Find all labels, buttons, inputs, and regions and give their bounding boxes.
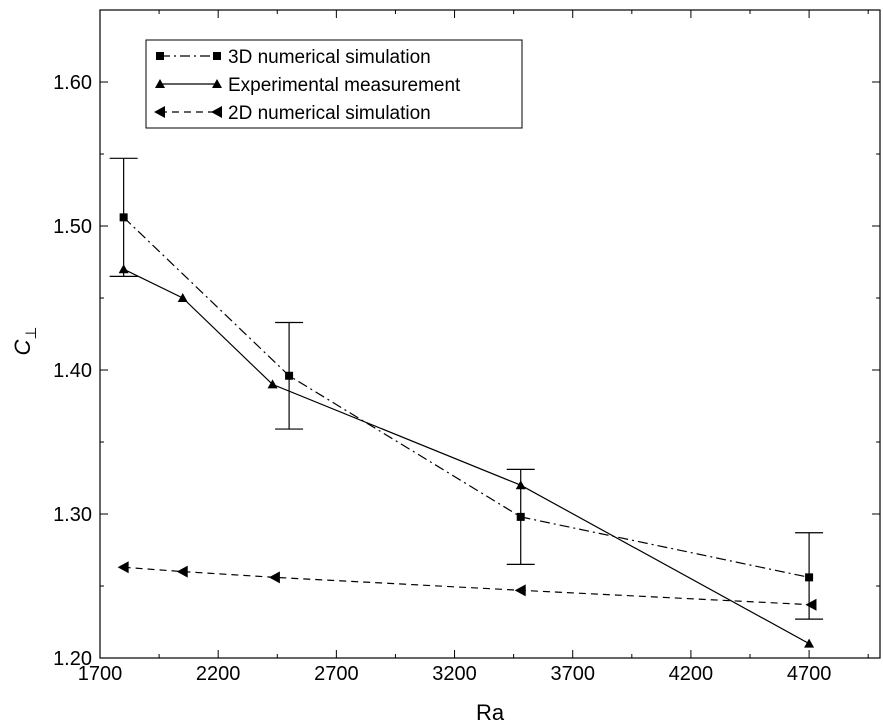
series-line xyxy=(123,566,812,606)
series-layer xyxy=(109,157,824,648)
data-point xyxy=(267,379,278,389)
legend-entry-0: 3D numerical simulation xyxy=(156,47,431,68)
data-point xyxy=(176,565,188,578)
y-tick-label: 1.20 xyxy=(53,648,92,670)
data-point xyxy=(177,293,188,302)
x-tick-label: 3700 xyxy=(550,663,595,685)
x-axis-title: Ra xyxy=(476,700,505,725)
data-point xyxy=(285,371,294,380)
legend-marker xyxy=(211,106,222,118)
legend-label: 3D numerical simulation xyxy=(228,47,431,68)
y-axis-ticks: 1.20 1.30 1.40 1.50 1.60 xyxy=(53,9,880,670)
x-tick-label: 2200 xyxy=(196,663,241,685)
series-0 xyxy=(109,157,824,620)
series-2 xyxy=(117,561,817,611)
legend-entry-2: 2D numerical simulation xyxy=(154,103,431,124)
legend-entry-1: Experimental measurement xyxy=(155,75,461,96)
series-line xyxy=(123,268,810,645)
plot-frame xyxy=(99,9,881,659)
y-tick-label: 1.60 xyxy=(53,72,92,94)
x-axis-ticks: 1700 2200 2700 3200 3700 4200 4700 xyxy=(78,10,869,685)
legend-label: 2D numerical simulation xyxy=(228,103,431,124)
y-tick-label: 1.30 xyxy=(53,504,92,526)
y-axis-title-subscript: ⊥ xyxy=(23,327,40,340)
data-point xyxy=(515,480,526,490)
data-point xyxy=(805,598,817,611)
data-point xyxy=(516,512,525,521)
data-point xyxy=(118,264,129,274)
legend-marker xyxy=(154,106,165,118)
series-line xyxy=(123,216,810,578)
y-axis-title: C⊥ xyxy=(10,327,40,356)
x-tick-label: 1700 xyxy=(78,663,123,685)
legend-marker xyxy=(156,52,164,60)
data-point xyxy=(804,638,815,648)
legend-marker xyxy=(212,79,222,88)
y-axis-title-main: C xyxy=(10,339,35,355)
x-tick-label: 2700 xyxy=(314,663,359,685)
legend: 3D numerical simulation Experimental meas… xyxy=(145,39,523,129)
legend-label: Experimental measurement xyxy=(228,75,461,96)
data-point xyxy=(119,213,128,222)
data-point xyxy=(117,561,129,574)
y-tick-label: 1.50 xyxy=(53,216,92,238)
x-tick-label: 4200 xyxy=(669,663,714,685)
x-tick-label: 3200 xyxy=(432,663,477,685)
x-tick-label: 4700 xyxy=(787,663,832,685)
data-point xyxy=(268,571,280,584)
series-1 xyxy=(118,264,815,648)
y-tick-label: 1.40 xyxy=(53,360,92,382)
data-point xyxy=(514,584,526,597)
legend-marker xyxy=(213,52,221,60)
data-point xyxy=(805,573,814,582)
legend-marker xyxy=(155,79,165,88)
